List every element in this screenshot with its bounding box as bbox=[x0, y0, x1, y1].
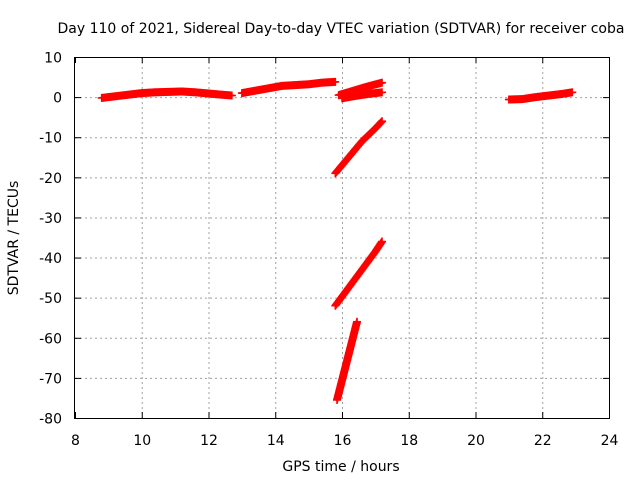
y-tick-label: -70 bbox=[39, 371, 62, 387]
x-axis: 8 10 12 14 16 18 20 22 24 bbox=[71, 57, 618, 449]
data-point bbox=[378, 237, 387, 246]
data-point bbox=[378, 88, 387, 97]
y-axis: 10 0 -10 -20 -30 -40 -50 -60 -70 -80 bbox=[39, 51, 609, 428]
y-tick-label: -30 bbox=[39, 211, 62, 227]
x-tick-label: 22 bbox=[534, 433, 552, 449]
x-tick-label: 24 bbox=[601, 433, 619, 449]
y-tick-label: -40 bbox=[39, 251, 62, 267]
y-tick-label: -80 bbox=[39, 412, 62, 428]
data-point bbox=[376, 118, 385, 127]
data-point bbox=[378, 117, 387, 126]
grid bbox=[75, 57, 609, 418]
y-tick-label: -60 bbox=[39, 331, 62, 347]
x-tick-label: 10 bbox=[133, 433, 151, 449]
y-axis-label: SDTVAR / TECUs bbox=[6, 181, 22, 296]
data-point bbox=[377, 118, 386, 127]
x-tick-label: 20 bbox=[467, 433, 485, 449]
data-point bbox=[568, 88, 577, 97]
x-tick-label: 8 bbox=[71, 433, 80, 449]
y-tick-label: -10 bbox=[39, 131, 62, 147]
x-axis-label: GPS time / hours bbox=[282, 459, 399, 475]
x-tick-label: 14 bbox=[267, 433, 285, 449]
y-tick-label: 0 bbox=[53, 91, 62, 107]
y-tick-label: -50 bbox=[39, 291, 62, 307]
data-point bbox=[227, 91, 236, 100]
x-tick-label: 12 bbox=[200, 433, 218, 449]
x-tick-label: 18 bbox=[400, 433, 418, 449]
y-tick-label: 10 bbox=[44, 51, 62, 67]
chart-title: Day 110 of 2021, Sidereal Day-to-day VTE… bbox=[58, 21, 625, 37]
data-point bbox=[331, 77, 340, 86]
y-tick-label: -20 bbox=[39, 171, 62, 187]
x-tick-label: 16 bbox=[334, 433, 352, 449]
data-point bbox=[353, 317, 362, 326]
data-marks bbox=[97, 77, 577, 404]
data-point bbox=[378, 78, 387, 87]
